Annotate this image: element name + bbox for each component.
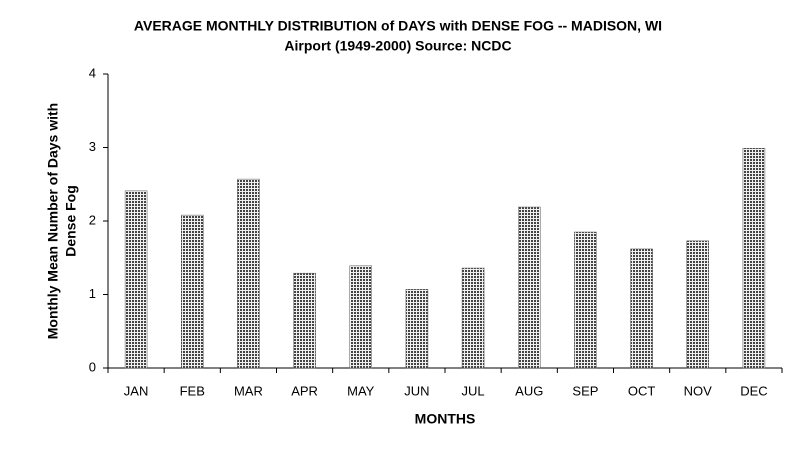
y-tick-label: 3 xyxy=(89,139,96,154)
bar xyxy=(237,178,260,369)
x-tick-label: NOV xyxy=(684,383,713,398)
x-tick-label: JAN xyxy=(124,383,149,398)
x-tick-label: FEB xyxy=(180,383,205,398)
x-axis-title: MONTHS xyxy=(415,411,476,427)
bar xyxy=(574,231,597,369)
y-axis-title: Monthly Mean Number of Days with xyxy=(45,103,61,339)
x-tick-label: JUN xyxy=(404,383,429,398)
bar xyxy=(124,190,148,369)
y-tick-label: 0 xyxy=(89,359,96,374)
bar xyxy=(181,214,204,369)
chart-title: AVERAGE MONTHLY DISTRIBUTION of DAYS wit… xyxy=(134,18,662,34)
y-tick-label: 2 xyxy=(89,212,96,227)
bar xyxy=(461,267,485,369)
x-tick-label: JUL xyxy=(462,383,485,398)
x-tick-label: APR xyxy=(291,383,318,398)
y-tick-label: 4 xyxy=(89,65,96,80)
x-tick-label: DEC xyxy=(740,383,767,398)
bar xyxy=(742,147,766,369)
bar xyxy=(405,289,429,369)
bar xyxy=(349,265,372,369)
bar xyxy=(630,248,653,369)
bar xyxy=(686,240,709,369)
bar xyxy=(293,272,316,369)
chart-title: Airport (1949-2000) Source: NCDC xyxy=(284,38,511,54)
x-tick-label: SEP xyxy=(572,383,598,398)
y-axis-title: Dense Fog xyxy=(63,185,79,257)
y-tick-label: 1 xyxy=(89,286,96,301)
x-tick-label: MAY xyxy=(347,383,375,398)
x-tick-label: OCT xyxy=(628,383,656,398)
bar xyxy=(518,206,541,369)
x-tick-label: AUG xyxy=(515,383,543,398)
x-tick-label: MAR xyxy=(234,383,263,398)
